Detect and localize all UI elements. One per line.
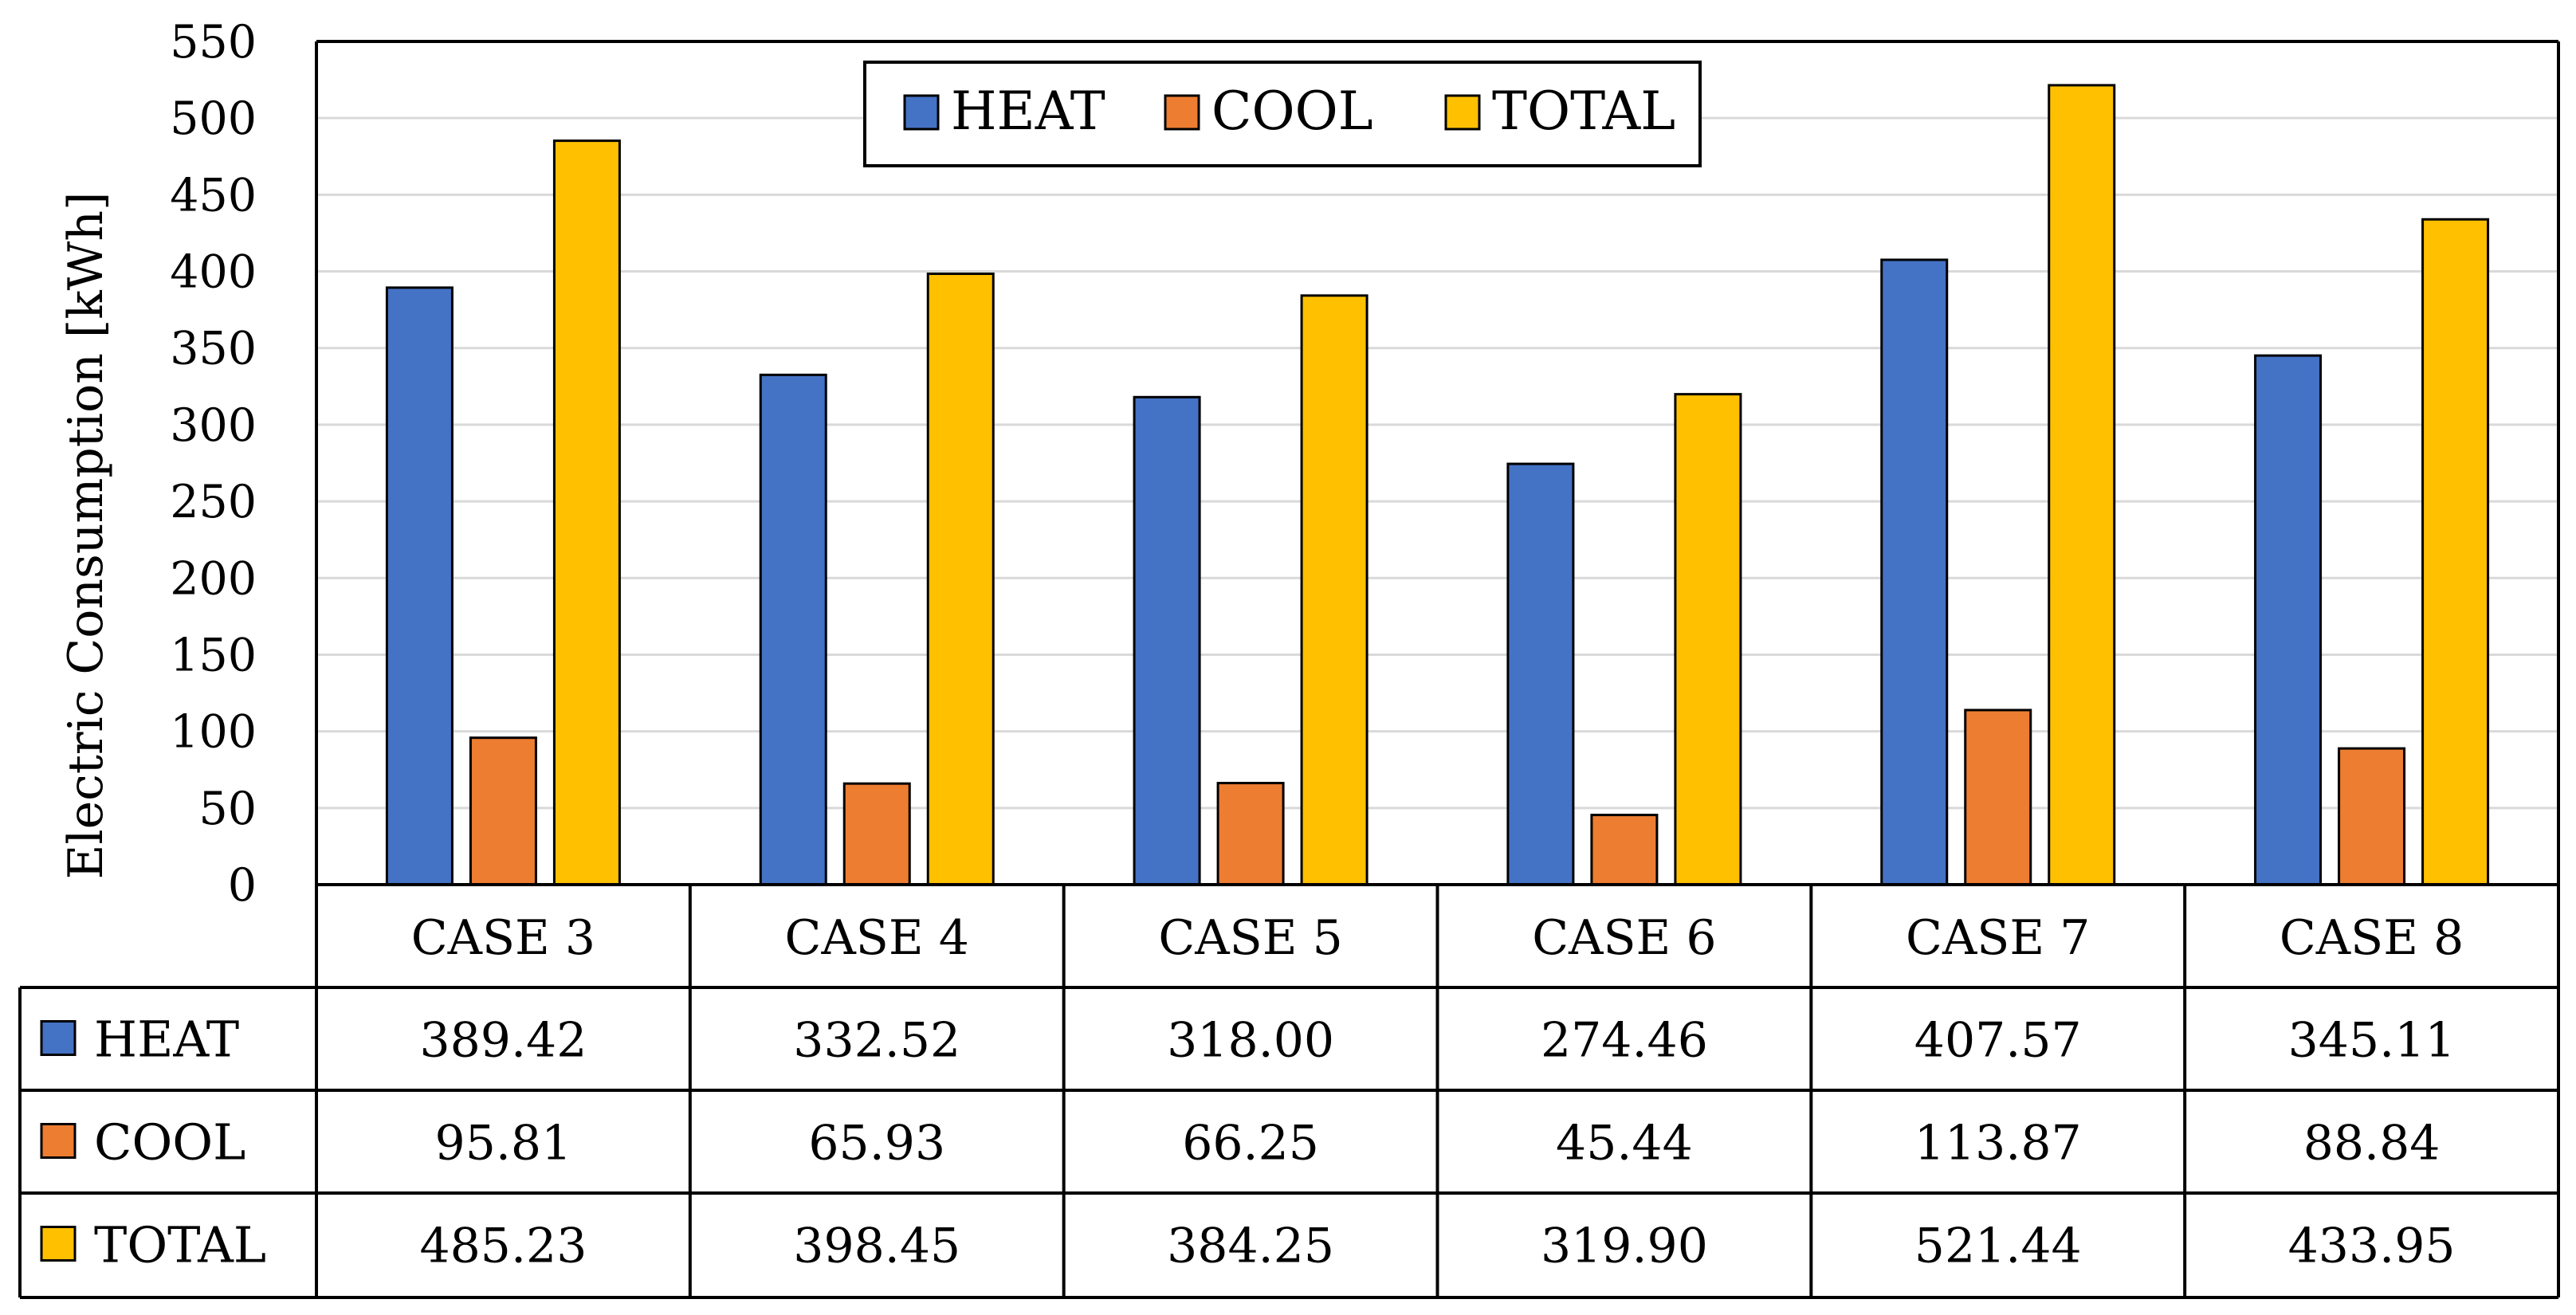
bar-total-case-3 [552,139,621,886]
table-cell-heat-case-7: 407.57 [1914,1013,2082,1069]
bars [385,84,2490,886]
category-label-case-5: CASE 5 [1158,910,1342,966]
table-cell-cool-case-8: 88.84 [2303,1116,2441,1172]
legend-swatch-heat [903,94,940,131]
bar-heat-case-7 [1880,258,1949,886]
category-label-case-7: CASE 7 [1906,910,2090,966]
y-tick-label: 550 [170,16,257,69]
bar-heat-case-5 [1133,395,1201,886]
table-cell-cool-case-5: 66.25 [1182,1116,1319,1172]
legend-label-total: TOTAL [1492,80,1675,142]
category-label-case-4: CASE 4 [785,910,969,966]
y-tick-label: 0 [228,859,257,912]
data-table: CASE 3 CASE 4 CASE 5 CASE 6 CASE 7 CASE 8 HEAT… [18,40,2560,1299]
y-tick-label: 100 [170,706,257,759]
bar-heat-case-8 [2254,354,2323,886]
table-swatch-total [40,1226,77,1262]
bar-total-case-7 [2048,84,2116,886]
table-cell-total-case-5: 384.25 [1167,1219,1334,1274]
legend-label-cool: COOL [1211,80,1373,142]
y-tick-label: 300 [170,399,257,452]
table-cell-cool-case-4: 65.93 [808,1116,945,1172]
y-tick-label: 400 [170,246,257,299]
y-tick-label: 450 [170,169,257,222]
y-tick-label: 350 [170,323,257,375]
bar-total-case-8 [2421,218,2490,886]
y-axis-label: Electric Consumption [kWh] [58,192,114,880]
bar-heat-case-4 [759,373,827,886]
table-swatch-heat [40,1020,77,1056]
y-tick-label: 50 [198,783,257,835]
table-cell-cool-case-7: 113.87 [1914,1116,2082,1172]
table-series-label-cool: COOL [94,1113,245,1172]
legend-swatch-total [1444,94,1481,131]
table-cell-heat-case-6: 274.46 [1541,1013,1708,1069]
y-tick-label: 250 [170,476,257,528]
bar-heat-case-3 [385,286,454,886]
table-cell-heat-case-4: 332.52 [793,1013,960,1069]
bar-cool-case-8 [2338,747,2406,886]
table-cell-cool-case-6: 45.44 [1556,1116,1693,1172]
bar-heat-case-6 [1506,462,1575,886]
y-tick-label: 150 [170,629,257,681]
category-label-case-6: CASE 6 [1532,910,1716,966]
bar-total-case-5 [1300,294,1368,886]
y-tick-label: 200 [170,552,257,605]
table-cell-total-case-7: 521.44 [1914,1219,2082,1274]
legend-swatch-cool [1164,94,1200,131]
bar-cool-case-6 [1590,814,1659,886]
table-cell-total-case-4: 398.45 [793,1219,960,1274]
table-cell-heat-case-5: 318.00 [1167,1013,1334,1069]
bar-cool-case-7 [1964,709,2032,886]
bar-total-case-4 [926,273,995,886]
table-cell-total-case-3: 485.23 [419,1219,587,1274]
table-cell-cool-case-3: 95.81 [435,1116,572,1172]
table-series-label-total: TOTAL [94,1216,266,1274]
bar-total-case-6 [1674,393,1742,886]
table-cell-heat-case-3: 389.42 [419,1013,587,1069]
table-series-label-heat: HEAT [94,1011,239,1069]
table-cell-heat-case-8: 345.11 [2288,1013,2456,1069]
y-axis: 0 50 100 150 200 250 300 350 400 450 500 550 [170,16,257,912]
bar-cool-case-4 [842,782,911,886]
legend-box [863,61,1702,167]
legend: HEAT COOL TOTAL [863,61,1702,167]
category-label-case-3: CASE 3 [411,910,595,966]
bar-cool-case-5 [1216,782,1285,886]
table-swatch-cool [40,1123,77,1159]
y-tick-label: 500 [170,92,257,145]
bar-cool-case-3 [469,736,537,886]
category-label-case-8: CASE 8 [2280,910,2464,966]
table-cell-total-case-8: 433.95 [2288,1219,2456,1274]
table-cell-total-case-6: 319.90 [1541,1219,1708,1274]
legend-label-heat: HEAT [951,80,1105,142]
